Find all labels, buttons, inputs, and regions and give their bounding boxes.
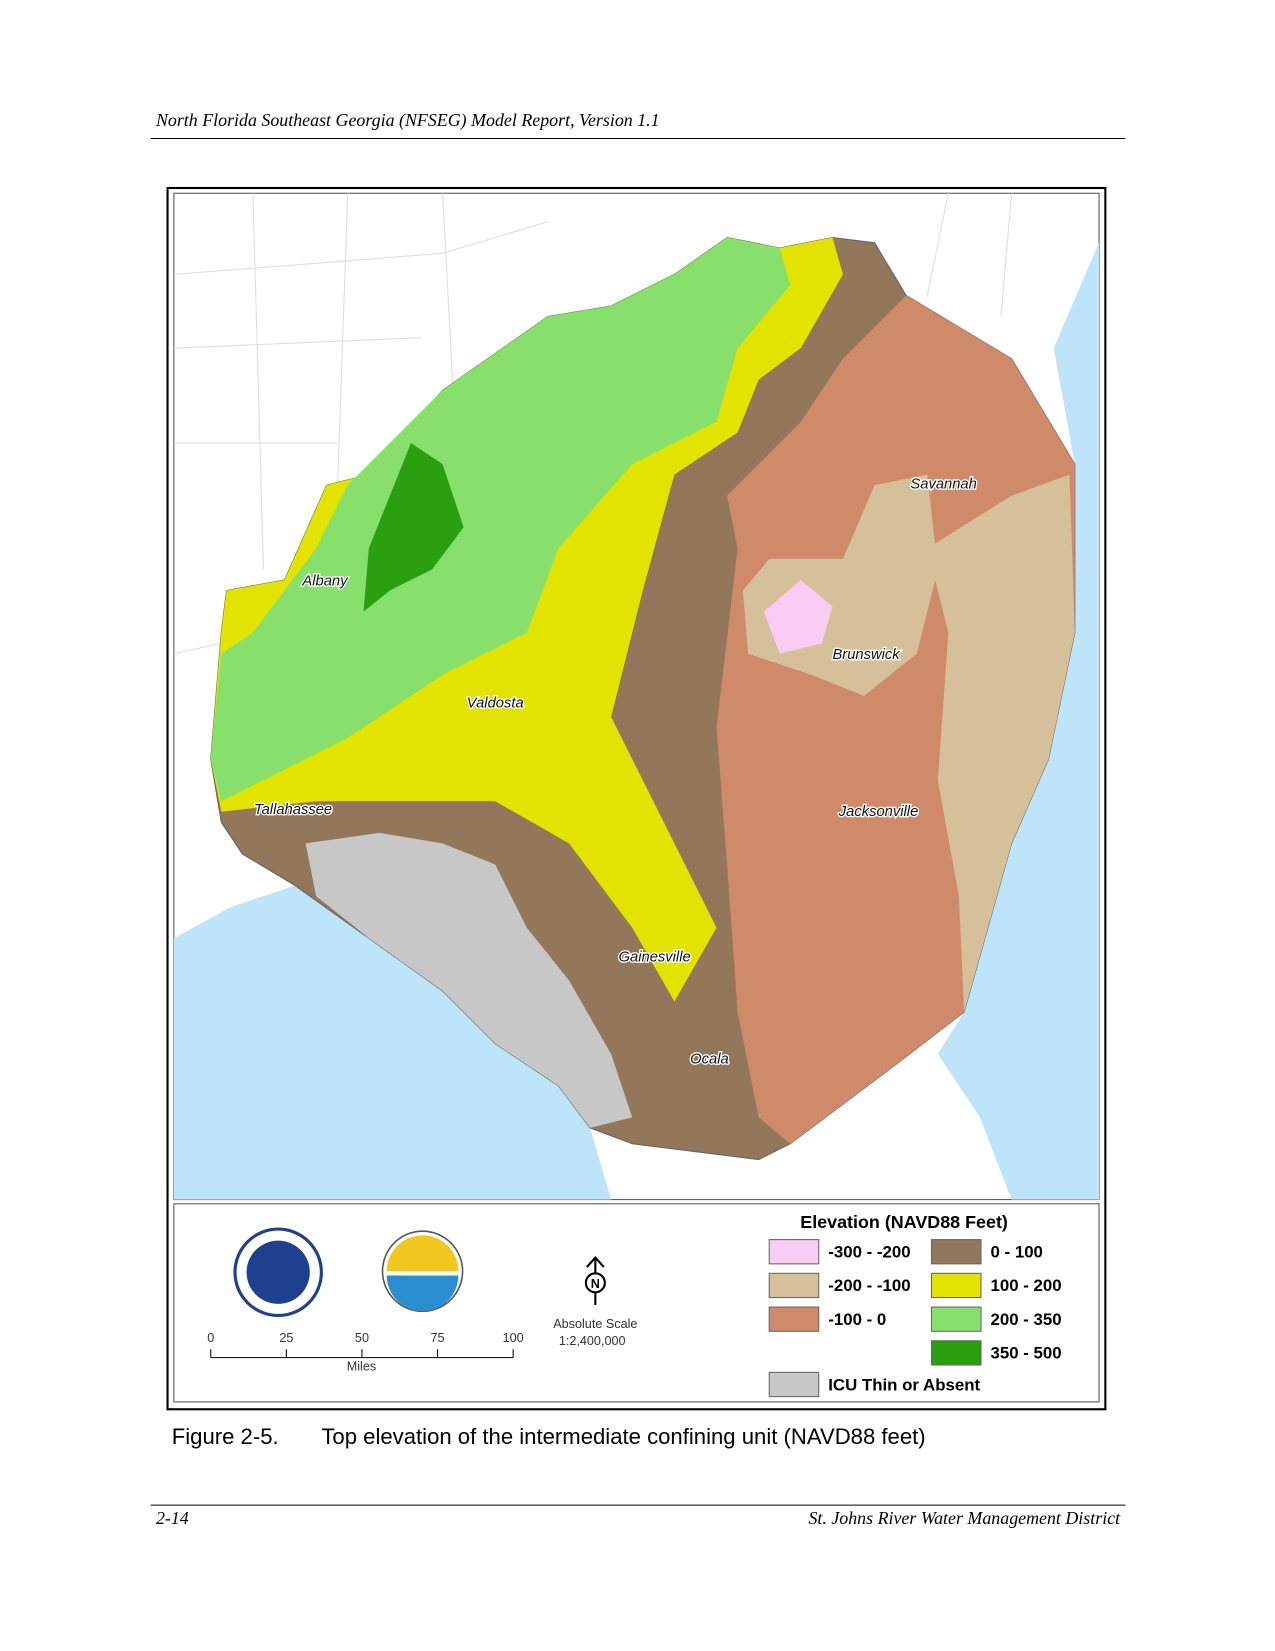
zone-350-500	[363, 443, 464, 612]
srwmd-logo-top	[386, 1235, 459, 1272]
logos	[233, 1227, 464, 1318]
scale-text: 1:2,400,000	[559, 1334, 626, 1348]
scale-tick-label: 75	[431, 1331, 445, 1345]
legend-swatch	[768, 1272, 820, 1299]
footer-publisher: St. Johns River Water Management Distric…	[808, 1508, 1121, 1528]
city-label: Jacksonville	[838, 804, 919, 820]
legend-swatch	[768, 1239, 820, 1265]
city-label: Tallahassee	[254, 802, 332, 818]
legend-label: -100 - 0	[828, 1310, 886, 1329]
scale-tick-label: 0	[207, 1331, 214, 1345]
scale-bar: 0 25 50 75 100 Miles	[207, 1331, 523, 1373]
scale-tick-label: 25	[279, 1331, 293, 1345]
legend-label: -300 - -200	[828, 1243, 910, 1262]
legend-swatch	[930, 1306, 982, 1332]
city-label: Ocala	[690, 1052, 729, 1068]
legend-swatch	[768, 1306, 820, 1332]
legend-swatch	[930, 1272, 982, 1299]
legend-label: 350 - 500	[990, 1344, 1061, 1363]
city-label: Gainesville	[619, 949, 691, 965]
scale-text: Absolute Scale	[553, 1317, 637, 1331]
zone-neg300-neg200	[763, 579, 833, 654]
legend-swatch	[930, 1340, 982, 1366]
legend-title: Elevation (NAVD88 Feet)	[800, 1212, 1008, 1232]
north-circle	[584, 1272, 606, 1294]
legend-panel	[173, 1203, 1100, 1403]
caption-number: Figure 2-5.	[172, 1424, 279, 1449]
scale-tick-label: 50	[355, 1331, 369, 1345]
legend-label: 0 - 100	[990, 1243, 1042, 1262]
legend-label: 100 - 200	[990, 1276, 1061, 1295]
city-label: Albany	[301, 573, 349, 589]
county-lines	[173, 193, 1013, 655]
zone-icu-absent	[305, 832, 633, 1128]
legend-label: ICU Thin or Absent	[828, 1375, 980, 1394]
city-label: Savannah	[910, 476, 976, 492]
caption-text: Top elevation of the intermediate confin…	[321, 1424, 925, 1449]
north-head	[586, 1255, 605, 1268]
city-labels: Savannah Albany Brunswick Valdosta Talla…	[253, 475, 979, 1069]
city-label: Brunswick	[832, 647, 900, 663]
zone-neg200-neg100-east	[927, 474, 1075, 1013]
footer-page: 2-14	[156, 1508, 189, 1528]
north-label: N	[591, 1277, 600, 1291]
srwmd-logo-bottom	[386, 1275, 459, 1312]
header-title: North Florida Southeast Georgia (NFSEG) …	[155, 110, 660, 131]
zone-200-350	[210, 237, 791, 802]
ocean-gulf	[173, 885, 612, 1200]
sjr-logo-inner	[246, 1240, 310, 1304]
legend-items: -300 - -200 -200 - -100 -100 - 0 0 - 100 100…	[768, 1239, 1062, 1398]
legend-swatch	[930, 1239, 982, 1265]
legend-label: 200 - 350	[990, 1310, 1061, 1329]
scale-unit: Miles	[347, 1359, 376, 1373]
legend-label: -200 - -100	[828, 1276, 910, 1295]
legend-swatch	[768, 1371, 820, 1398]
scale-tick-label: 100	[503, 1331, 524, 1345]
map: Savannah Albany Brunswick Valdosta Talla…	[173, 192, 1100, 1201]
city-label: Valdosta	[467, 695, 524, 711]
ocean-atlantic	[937, 193, 1100, 1200]
north-arrow: N	[584, 1255, 606, 1305]
